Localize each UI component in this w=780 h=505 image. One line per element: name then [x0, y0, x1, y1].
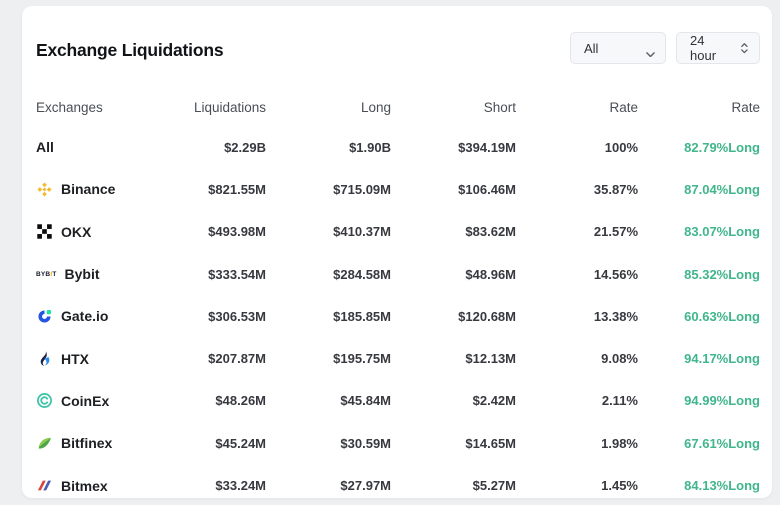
exchange-name: CoinEx: [61, 392, 110, 409]
panel-header: Exchange Liquidations All 24 hour: [36, 32, 760, 64]
rate-value: 100%: [604, 139, 638, 155]
liquidations-value: $821.55M: [208, 181, 266, 197]
long-rate-value: 67.61%Long: [684, 435, 760, 451]
short-value: $83.62M: [465, 224, 516, 240]
table-row[interactable]: Gate.io $306.53M $185.85M $120.68M 13.38…: [36, 295, 760, 337]
liquidations-value: $48.26M: [215, 393, 266, 409]
rate-value: 21.57%: [593, 224, 638, 240]
htx-logo-icon: [36, 350, 53, 367]
scope-dropdown-value: All: [584, 40, 599, 56]
bitfinex-logo-icon: [36, 435, 53, 452]
exchange-name: Binance: [61, 181, 116, 198]
chevron-down-icon: [646, 45, 655, 57]
short-value: $106.46M: [458, 181, 516, 197]
long-rate-value: 94.17%Long: [684, 351, 760, 367]
bitmex-logo-icon: [36, 477, 53, 494]
short-value: $2.42M: [472, 393, 516, 409]
long-rate-value: 83.07%Long: [684, 224, 760, 240]
column-header-short: Short: [483, 99, 516, 115]
coinex-logo-icon: [36, 392, 53, 409]
scope-dropdown[interactable]: All: [570, 32, 666, 64]
rate-value: 9.08%: [601, 351, 638, 367]
long-rate-value: 87.04%Long: [684, 181, 760, 197]
long-value: $195.75M: [333, 351, 391, 367]
liquidations-value: $207.87M: [208, 351, 266, 367]
rate-value: 35.87%: [593, 181, 638, 197]
table-row[interactable]: Binance $821.55M $715.09M $106.46M 35.87…: [36, 168, 760, 210]
panel-title: Exchange Liquidations: [36, 40, 224, 60]
long-rate-value: 84.13%Long: [684, 478, 760, 494]
rate-value: 1.45%: [601, 478, 638, 494]
short-value: $48.96M: [465, 266, 516, 282]
short-value: $12.13M: [465, 351, 516, 367]
long-value: $1.90B: [349, 139, 391, 155]
table-row[interactable]: OKX $493.98M $410.37M $83.62M 21.57% 83.…: [36, 211, 760, 253]
rate-value: 14.56%: [593, 266, 638, 282]
timeframe-dropdown[interactable]: 24 hour: [676, 32, 760, 64]
long-value: $284.58M: [333, 266, 391, 282]
rate-value: 1.98%: [601, 435, 638, 451]
liquidations-value: $306.53M: [208, 308, 266, 324]
filter-controls: All 24 hour: [570, 32, 760, 64]
liquidations-value: $493.98M: [208, 224, 266, 240]
long-rate-value: 94.99%Long: [684, 393, 760, 409]
table-row[interactable]: CoinEx $48.26M $45.84M $2.42M 2.11% 94.9…: [36, 380, 760, 422]
exchange-name: Bitfinex: [61, 435, 113, 452]
exchange-name: Bitmex: [61, 477, 108, 494]
binance-logo-icon: [36, 181, 53, 198]
table-row[interactable]: HTX $207.87M $195.75M $12.13M 9.08% 94.1…: [36, 337, 760, 379]
table-row[interactable]: Bitfinex $45.24M $30.59M $14.65M 1.98% 6…: [36, 422, 760, 464]
gateio-logo-icon: [36, 308, 53, 325]
exchange-name: OKX: [61, 223, 92, 240]
long-value: $45.84M: [340, 393, 391, 409]
short-value: $120.68M: [458, 308, 516, 324]
short-value: $394.19M: [458, 139, 516, 155]
table-header-row: Exchanges Liquidations Long Short Rate R…: [36, 88, 760, 126]
long-value: $410.37M: [333, 224, 391, 240]
long-value: $30.59M: [340, 435, 391, 451]
table-row[interactable]: BYBIT Bybit $333.54M $284.58M $48.96M 14…: [36, 253, 760, 295]
rate-value: 13.38%: [593, 308, 638, 324]
long-value: $185.85M: [333, 308, 391, 324]
long-rate-value: 85.32%Long: [684, 266, 760, 282]
liquidations-table: Exchanges Liquidations Long Short Rate R…: [36, 88, 760, 505]
column-header-exchanges: Exchanges: [36, 99, 103, 115]
exchange-name: All: [36, 139, 54, 156]
okx-logo-icon: [36, 223, 53, 240]
exchange-name: HTX: [61, 350, 89, 367]
liquidations-value: $45.24M: [215, 435, 266, 451]
table-row[interactable]: Bitmex $33.24M $27.97M $5.27M 1.45% 84.1…: [36, 464, 760, 505]
liquidations-value: $333.54M: [208, 266, 266, 282]
column-header-long-rate: Rate: [731, 99, 760, 115]
short-value: $5.27M: [472, 478, 516, 494]
timeframe-dropdown-value: 24 hour: [690, 33, 717, 63]
long-value: $715.09M: [333, 181, 391, 197]
long-value: $27.97M: [340, 478, 391, 494]
chevron-up-down-icon: [740, 42, 749, 54]
long-rate-value: 60.63%Long: [684, 308, 760, 324]
exchange-name: Bybit: [64, 266, 100, 283]
table-row[interactable]: All $2.29B $1.90B $394.19M 100% 82.79%Lo…: [36, 126, 760, 168]
liquidations-value: $33.24M: [215, 478, 266, 494]
exchange-name: Gate.io: [61, 308, 109, 325]
short-value: $14.65M: [465, 435, 516, 451]
rate-value: 2.11%: [601, 393, 638, 409]
bybit-logo-icon: BYBIT: [36, 270, 57, 278]
exchange-liquidations-panel: Exchange Liquidations All 24 hour: [22, 6, 772, 498]
column-header-liquidations: Liquidations: [193, 99, 266, 115]
column-header-long: Long: [360, 99, 391, 115]
column-header-rate: Rate: [609, 99, 638, 115]
long-rate-value: 82.79%Long: [684, 139, 760, 155]
liquidations-value: $2.29B: [224, 139, 266, 155]
